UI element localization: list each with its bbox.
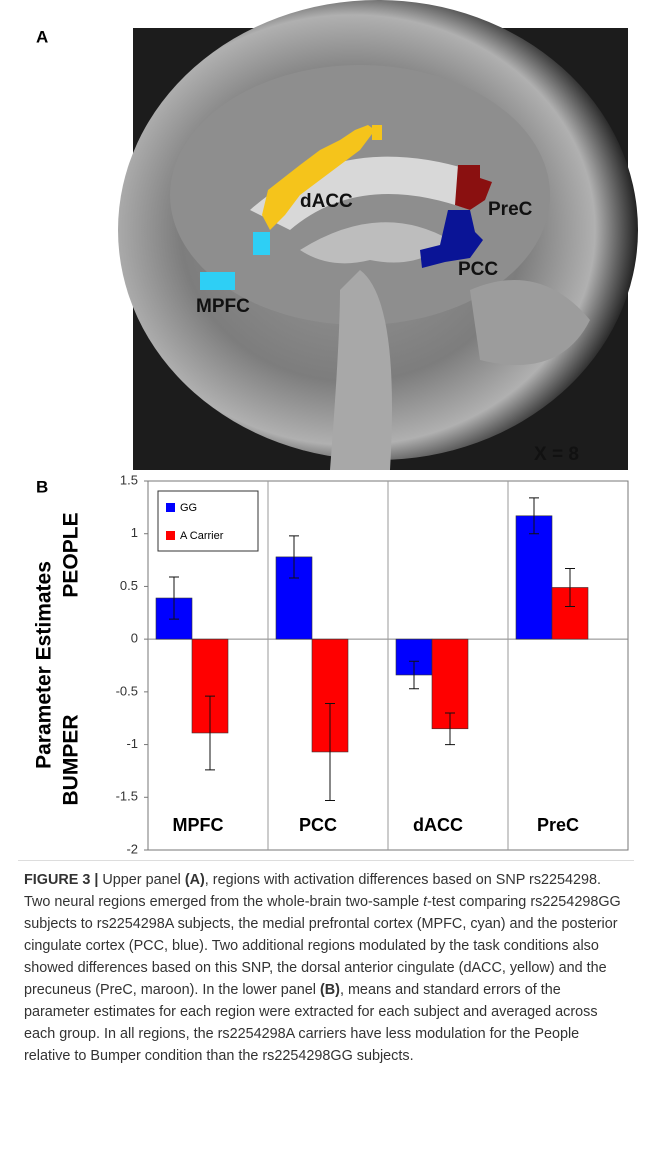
legend-swatch	[166, 531, 175, 540]
y-axis-title: BUMPER	[60, 714, 83, 805]
y-tick-label: 1.5	[120, 472, 138, 487]
y-tick-label: -1.5	[116, 789, 138, 804]
y-tick-label: -2	[126, 841, 138, 856]
y-axis-title: Parameter Estimates	[33, 561, 56, 769]
y-tick-label: 0.5	[120, 578, 138, 593]
y-axis-title: PEOPLE	[60, 512, 83, 597]
panel-label: A	[36, 27, 48, 46]
legend-label: A Carrier	[180, 530, 224, 542]
bar	[516, 516, 552, 639]
panel-label: B	[36, 477, 48, 496]
y-tick-label: 0	[131, 631, 138, 646]
y-tick-label: -0.5	[116, 683, 138, 698]
caption: FIGURE 3 | Upper panel (A), regions with…	[18, 860, 634, 1075]
y-tick-label: 1	[131, 525, 138, 540]
x-tick-label: dACC	[413, 815, 463, 835]
x-tick-label: PCC	[299, 815, 337, 835]
figure: A dACC PreC PCC MPFC X = 8 B Parameter E…	[0, 0, 652, 860]
region-label: dACC	[300, 191, 353, 212]
x-tick-label: MPFC	[173, 815, 224, 835]
caption-text: Upper panel	[102, 872, 180, 888]
legend-label: GG	[180, 502, 197, 514]
caption-label: FIGURE 3 |	[24, 872, 98, 888]
region-label: PreC	[488, 199, 533, 220]
legend-box	[158, 491, 258, 551]
caption-ref: (A)	[185, 872, 205, 888]
slice-label: X = 8	[534, 444, 579, 465]
page: A dACC PreC PCC MPFC X = 8 B Parameter E…	[0, 0, 652, 1172]
legend-swatch	[166, 503, 175, 512]
x-tick-label: PreC	[537, 815, 579, 835]
caption-ref: (B)	[320, 982, 340, 998]
region-label: PCC	[458, 259, 498, 280]
brain-image: dACC PreC PCC MPFC X = 8	[118, 0, 638, 470]
y-tick-label: -1	[126, 736, 138, 751]
region-label: MPFC	[196, 296, 250, 317]
